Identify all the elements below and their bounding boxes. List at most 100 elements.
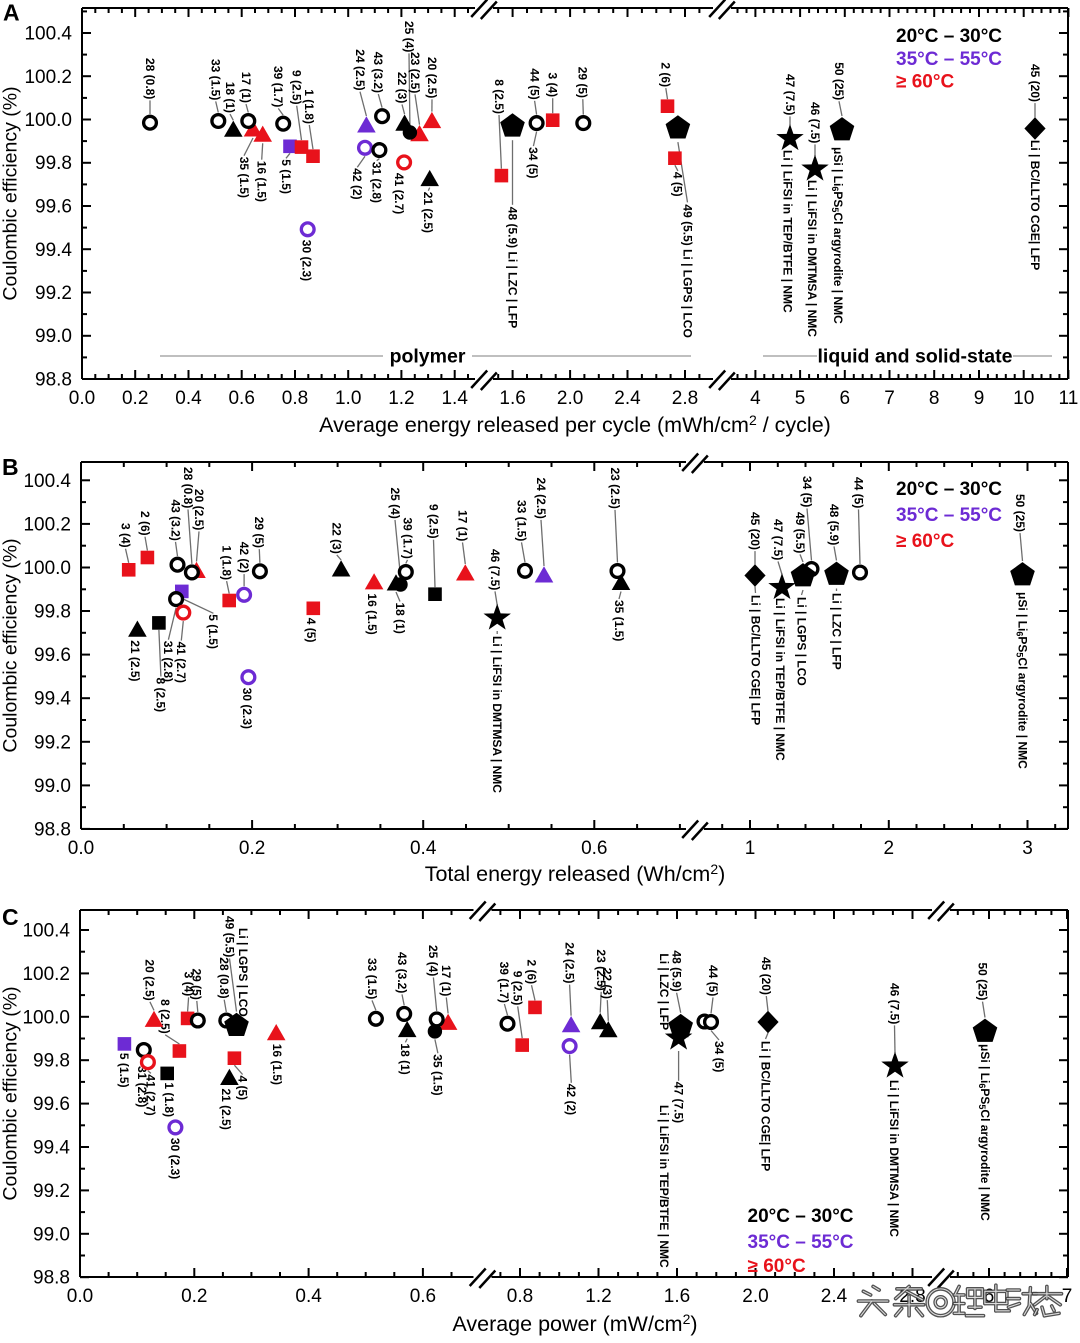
- svg-text:24 (2.5): 24 (2.5): [534, 478, 548, 519]
- svg-text:44 (5): 44 (5): [706, 965, 720, 996]
- svg-text:21 (2.5): 21 (2.5): [421, 192, 435, 233]
- svg-text:0.8: 0.8: [282, 388, 308, 409]
- svg-text:2 (6): 2 (6): [524, 960, 538, 985]
- svg-text:46 (7.5): 46 (7.5): [808, 102, 822, 143]
- svg-text:8 (2.5): 8 (2.5): [492, 79, 506, 114]
- svg-text:99.6: 99.6: [33, 1094, 70, 1115]
- svg-text:31 (2.8): 31 (2.8): [135, 1066, 149, 1107]
- svg-text:Li | BC/LLTO CGE| LFP: Li | BC/LLTO CGE| LFP: [758, 1041, 772, 1171]
- svg-text:22 (3): 22 (3): [600, 968, 614, 999]
- svg-text:polymer: polymer: [390, 346, 466, 368]
- svg-text:99.8: 99.8: [35, 153, 72, 174]
- svg-text:41 (2.7): 41 (2.7): [174, 642, 188, 683]
- svg-text:2.0: 2.0: [557, 388, 583, 409]
- svg-text:17 (1): 17 (1): [455, 510, 469, 541]
- svg-text:B: B: [2, 454, 19, 480]
- svg-text:1.2: 1.2: [388, 388, 414, 409]
- svg-text:16 (1.5): 16 (1.5): [270, 1044, 284, 1085]
- svg-text:2 (6): 2 (6): [138, 511, 152, 536]
- svg-text:Li | LGPS | LCO: Li | LGPS | LCO: [236, 928, 250, 1017]
- svg-text:46 (7.5): 46 (7.5): [887, 983, 901, 1024]
- svg-text:24 (2.5): 24 (2.5): [353, 49, 367, 90]
- svg-text:8 (2.5): 8 (2.5): [154, 678, 168, 713]
- svg-text:34 (5): 34 (5): [712, 1041, 726, 1072]
- svg-text:Li | BC/LLTO CGE| LFP: Li | BC/LLTO CGE| LFP: [1028, 140, 1042, 270]
- svg-text:43 (3.2): 43 (3.2): [371, 52, 385, 93]
- svg-text:Li | LiFSI in DMTMSA | NMC: Li | LiFSI in DMTMSA | NMC: [805, 180, 819, 337]
- svg-text:2: 2: [884, 838, 895, 859]
- svg-text:35°C – 55°C: 35°C – 55°C: [896, 49, 1002, 70]
- svg-text:5 (1.5): 5 (1.5): [206, 614, 220, 649]
- svg-text:Li | LiFSI in TEP/BTFE | NMC: Li | LiFSI in TEP/BTFE | NMC: [657, 1105, 671, 1268]
- svg-text:Coulombic efficiency (%): Coulombic efficiency (%): [0, 538, 22, 752]
- svg-text:23 (2.5): 23 (2.5): [608, 468, 622, 509]
- svg-text:0.6: 0.6: [581, 838, 607, 859]
- svg-text:2.8: 2.8: [672, 388, 698, 409]
- svg-text:99.0: 99.0: [35, 326, 72, 347]
- svg-text:2.4: 2.4: [821, 1286, 848, 1307]
- svg-text:35 (1.5): 35 (1.5): [237, 157, 251, 198]
- svg-text:18 (1): 18 (1): [393, 603, 407, 634]
- svg-text:99.4: 99.4: [35, 240, 72, 261]
- svg-text:≥ 60°C: ≥ 60°C: [748, 1256, 806, 1277]
- svg-text:49 (5.5) Li | LGPS | LCO: 49 (5.5) Li | LGPS | LCO: [680, 204, 694, 337]
- svg-text:99.2: 99.2: [34, 732, 71, 753]
- svg-text:8: 8: [929, 388, 940, 409]
- svg-text:1: 1: [745, 838, 756, 859]
- svg-text:30 (2.3): 30 (2.3): [168, 1138, 182, 1179]
- svg-text:100.2: 100.2: [23, 514, 71, 535]
- svg-text:1 (1.8): 1 (1.8): [219, 545, 233, 580]
- svg-text:49 (5.5): 49 (5.5): [793, 512, 807, 553]
- svg-text:49 (5.5): 49 (5.5): [222, 916, 236, 957]
- svg-text:42 (2): 42 (2): [350, 168, 364, 199]
- svg-text:44 (5): 44 (5): [527, 68, 541, 99]
- svg-text:39 (1.7): 39 (1.7): [271, 66, 285, 107]
- svg-text:48 (5.9): 48 (5.9): [669, 950, 683, 991]
- svg-text:0.4: 0.4: [295, 1286, 322, 1307]
- svg-text:17 (1): 17 (1): [239, 72, 253, 103]
- svg-text:0.2: 0.2: [239, 838, 265, 859]
- svg-text:100.0: 100.0: [24, 110, 72, 131]
- svg-text:50 (25): 50 (25): [975, 963, 989, 1001]
- svg-text:30 (2.3): 30 (2.3): [300, 240, 314, 281]
- svg-text:18 (1): 18 (1): [223, 82, 237, 113]
- svg-text:4 (5): 4 (5): [671, 172, 685, 197]
- svg-text:33 (1.5): 33 (1.5): [514, 500, 528, 541]
- svg-text:22 (3): 22 (3): [330, 523, 344, 554]
- svg-text:0.6: 0.6: [410, 1286, 436, 1307]
- svg-text:99.4: 99.4: [33, 1138, 70, 1159]
- svg-text:25 (4): 25 (4): [388, 488, 402, 519]
- svg-text:48 (5.9) Li | LZC | LFP: 48 (5.9) Li | LZC | LFP: [505, 207, 519, 328]
- svg-text:39 (1.7): 39 (1.7): [497, 962, 511, 1003]
- svg-text:10: 10: [1013, 388, 1034, 409]
- svg-text:47 (7.5): 47 (7.5): [671, 1082, 685, 1123]
- svg-text:28 (0.8): 28 (0.8): [181, 467, 195, 508]
- svg-text:25 (4): 25 (4): [402, 21, 416, 52]
- svg-text:33 (1.5): 33 (1.5): [365, 958, 379, 999]
- svg-text:99.6: 99.6: [35, 197, 72, 218]
- svg-text:98.8: 98.8: [34, 819, 71, 840]
- svg-text:43 (3.2): 43 (3.2): [168, 500, 182, 541]
- svg-text:7: 7: [1062, 1286, 1073, 1307]
- svg-text:0.0: 0.0: [68, 838, 94, 859]
- svg-text:0.2: 0.2: [122, 388, 148, 409]
- svg-text:41 (2.7): 41 (2.7): [144, 1074, 158, 1115]
- svg-text:2.0: 2.0: [742, 1286, 768, 1307]
- svg-text:100.2: 100.2: [22, 964, 70, 985]
- svg-text:Li | LiFSI in TEP/BTFE | NMC: Li | LiFSI in TEP/BTFE | NMC: [773, 598, 787, 761]
- svg-text:21 (2.5): 21 (2.5): [219, 1089, 233, 1130]
- svg-text:6: 6: [840, 388, 851, 409]
- svg-text:liquid and solid-state: liquid and solid-state: [817, 346, 1012, 368]
- svg-text:35 (1.5): 35 (1.5): [612, 600, 626, 641]
- svg-text:8 (2.5): 8 (2.5): [158, 999, 172, 1034]
- svg-text:Total energy released (Wh/cm2): Total energy released (Wh/cm2): [425, 861, 726, 886]
- svg-text:50 (25): 50 (25): [832, 62, 846, 100]
- svg-text:3 (4): 3 (4): [118, 523, 132, 548]
- svg-text:45 (20): 45 (20): [748, 512, 762, 550]
- svg-text:100.4: 100.4: [24, 24, 72, 45]
- svg-text:43 (3.2): 43 (3.2): [395, 952, 409, 993]
- svg-text:99.8: 99.8: [33, 1051, 70, 1072]
- svg-text:20°C – 30°C: 20°C – 30°C: [896, 479, 1002, 500]
- svg-text:0.0: 0.0: [67, 1286, 93, 1307]
- svg-text:44 (5): 44 (5): [851, 477, 865, 508]
